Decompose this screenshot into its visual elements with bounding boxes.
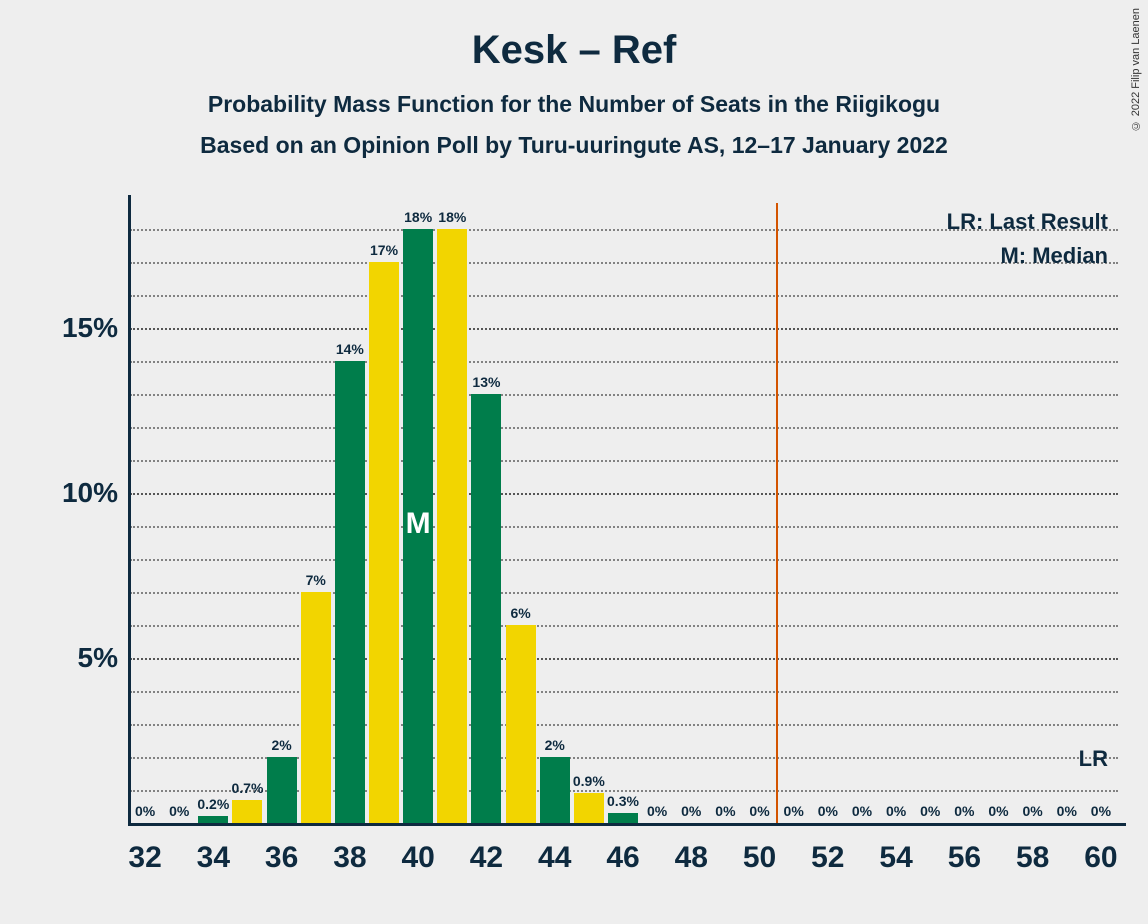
x-tick-label: 44	[525, 841, 585, 875]
legend-last-result: LR: Last Result	[947, 209, 1108, 235]
y-axis	[128, 195, 131, 823]
grid-minor	[130, 460, 1118, 462]
bar-value-label: 0.2%	[191, 796, 235, 812]
x-tick-label: 58	[1003, 841, 1063, 875]
x-tick-label: 48	[661, 841, 721, 875]
x-tick-label: 56	[934, 841, 994, 875]
bar-value-label: 2%	[260, 737, 304, 753]
copyright-text: © 2022 Filip van Laenen	[1130, 8, 1142, 131]
bar-value-label: 2%	[533, 737, 577, 753]
grid-minor	[130, 526, 1118, 528]
x-axis	[128, 823, 1126, 826]
bar	[369, 262, 399, 823]
grid-minor	[130, 559, 1118, 561]
grid-minor	[130, 592, 1118, 594]
bar	[301, 592, 331, 823]
x-tick-label: 38	[320, 841, 380, 875]
x-tick-label: 52	[798, 841, 858, 875]
chart-subtitle-1: Probability Mass Function for the Number…	[0, 91, 1148, 118]
lr-line-label: LR	[1079, 746, 1108, 772]
bar-value-label: 6%	[499, 605, 543, 621]
bar-value-label: 18%	[430, 209, 474, 225]
bar-value-label: 17%	[362, 242, 406, 258]
grid-major	[130, 658, 1118, 660]
grid-minor	[130, 724, 1118, 726]
legend-median: M: Median	[1000, 243, 1108, 269]
grid-major	[130, 493, 1118, 495]
x-tick-label: 36	[252, 841, 312, 875]
pmf-bar-chart: 5%10%15%0%0%0.2%0.7%2%7%14%17%18%18%13%6…	[128, 203, 1118, 823]
grid-minor	[130, 295, 1118, 297]
x-tick-label: 42	[456, 841, 516, 875]
bar	[232, 800, 262, 823]
grid-minor	[130, 262, 1118, 264]
bar-value-label: 14%	[328, 341, 372, 357]
bar	[540, 757, 570, 823]
grid-major	[130, 328, 1118, 330]
bar	[267, 757, 297, 823]
bar	[471, 394, 501, 823]
x-tick-label: 50	[730, 841, 790, 875]
bar	[335, 361, 365, 823]
bar-value-label: 0%	[1079, 803, 1123, 819]
chart-subtitle-2: Based on an Opinion Poll by Turu-uuringu…	[0, 132, 1148, 159]
bar-value-label: 13%	[464, 374, 508, 390]
bar	[506, 625, 536, 823]
x-tick-label: 32	[115, 841, 175, 875]
bar-value-label: 0.9%	[567, 773, 611, 789]
last-result-line	[776, 203, 778, 823]
y-tick-label: 10%	[28, 477, 118, 509]
median-marker: M	[398, 507, 438, 541]
x-tick-label: 34	[183, 841, 243, 875]
x-tick-label: 60	[1071, 841, 1131, 875]
x-tick-label: 54	[866, 841, 926, 875]
bar	[198, 816, 228, 823]
bar	[574, 793, 604, 823]
bar	[608, 813, 638, 823]
grid-minor	[130, 691, 1118, 693]
chart-title: Kesk – Ref	[0, 0, 1148, 73]
y-tick-label: 15%	[28, 312, 118, 344]
x-tick-label: 46	[593, 841, 653, 875]
grid-minor	[130, 427, 1118, 429]
grid-minor	[130, 625, 1118, 627]
bar-value-label: 7%	[294, 572, 338, 588]
bar	[437, 229, 467, 823]
grid-minor	[130, 361, 1118, 363]
x-tick-label: 40	[388, 841, 448, 875]
y-tick-label: 5%	[28, 642, 118, 674]
bar-value-label: 0.7%	[225, 780, 269, 796]
grid-minor	[130, 394, 1118, 396]
